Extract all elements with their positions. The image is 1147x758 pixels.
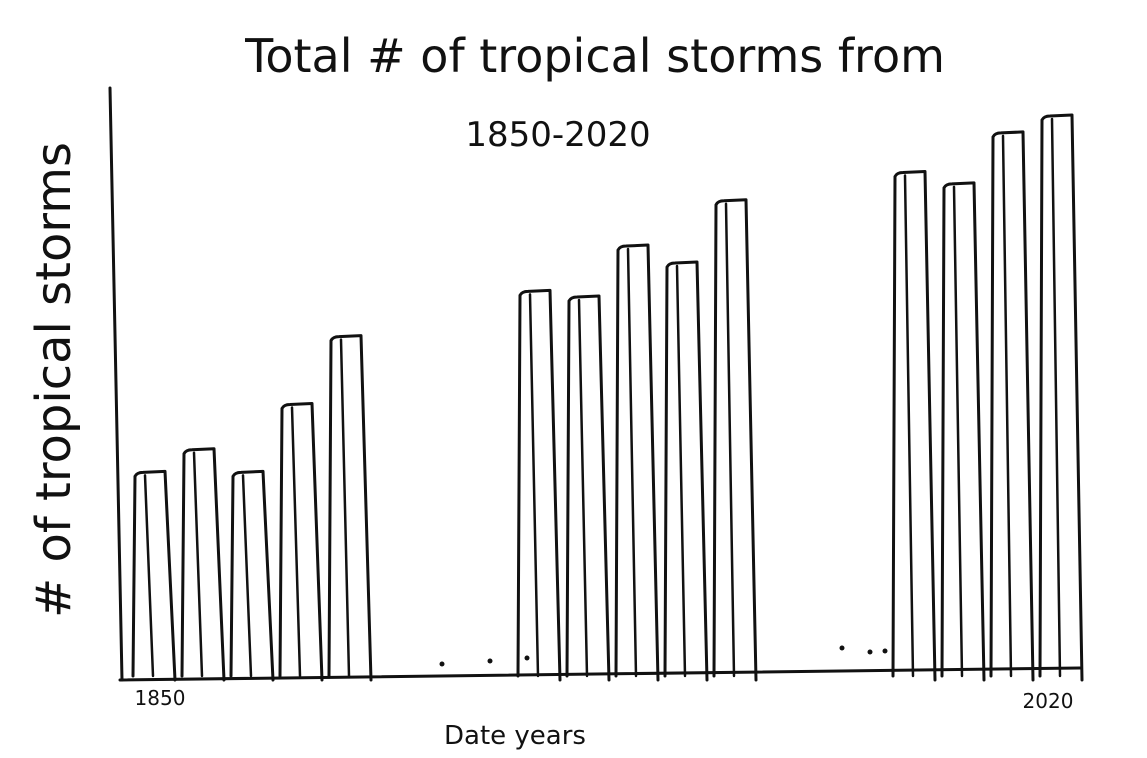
bar-1-2 xyxy=(614,243,660,682)
bar-1-4 xyxy=(712,198,758,682)
gap-dot-2 xyxy=(524,655,530,661)
gap-dot-0 xyxy=(439,661,445,667)
gap-dot-1 xyxy=(487,658,493,664)
bar-inner-stroke-0-4 xyxy=(339,338,351,678)
x-axis-line xyxy=(118,666,1082,682)
bar-inner-stroke-1-3 xyxy=(675,264,687,678)
bar-0-1 xyxy=(180,447,226,682)
bar-1-3 xyxy=(663,260,709,682)
x-tick-label-end: 2020 xyxy=(1023,689,1074,713)
gap-dot-3 xyxy=(839,645,845,651)
bar-inner-stroke-0-3 xyxy=(290,406,302,678)
gap-dots-group xyxy=(439,645,888,667)
bar-inner-stroke-0-2 xyxy=(241,474,253,678)
bar-inner-stroke-2-1 xyxy=(952,185,964,678)
bar-2-0 xyxy=(891,170,937,682)
bar-inner-stroke-2-3 xyxy=(1050,117,1062,678)
x-tick-label-start: 1850 xyxy=(135,686,186,710)
bar-inner-stroke-2-0 xyxy=(903,174,915,678)
bar-2-1 xyxy=(940,181,986,682)
bar-inner-stroke-1-0 xyxy=(528,293,540,678)
bar-2-2 xyxy=(989,130,1035,682)
y-axis-label: # of tropical storms xyxy=(26,142,82,618)
bar-inner-stroke-1-1 xyxy=(577,298,589,678)
gap-dot-5 xyxy=(882,648,888,654)
bar-0-4 xyxy=(327,334,373,682)
gap-dot-4 xyxy=(867,649,873,655)
bar-inner-stroke-2-2 xyxy=(1001,134,1013,678)
bar-inner-stroke-1-4 xyxy=(724,202,736,678)
chart-subtitle: 1850-2020 xyxy=(465,115,650,155)
bars-group xyxy=(131,113,1084,682)
bar-inner-stroke-1-2 xyxy=(626,247,638,678)
bar-2-3 xyxy=(1038,113,1084,682)
y-axis-line xyxy=(108,86,124,682)
bar-inner-stroke-0-1 xyxy=(192,451,204,678)
bar-0-2 xyxy=(229,469,275,682)
x-axis-label: Date years xyxy=(444,721,586,751)
chart-title: Total # of tropical storms from xyxy=(244,29,945,83)
bar-1-1 xyxy=(565,294,611,682)
bar-0-0 xyxy=(131,469,177,682)
bar-0-3 xyxy=(278,401,324,682)
bar-1-0 xyxy=(516,288,562,682)
bar-inner-stroke-0-0 xyxy=(143,474,155,678)
